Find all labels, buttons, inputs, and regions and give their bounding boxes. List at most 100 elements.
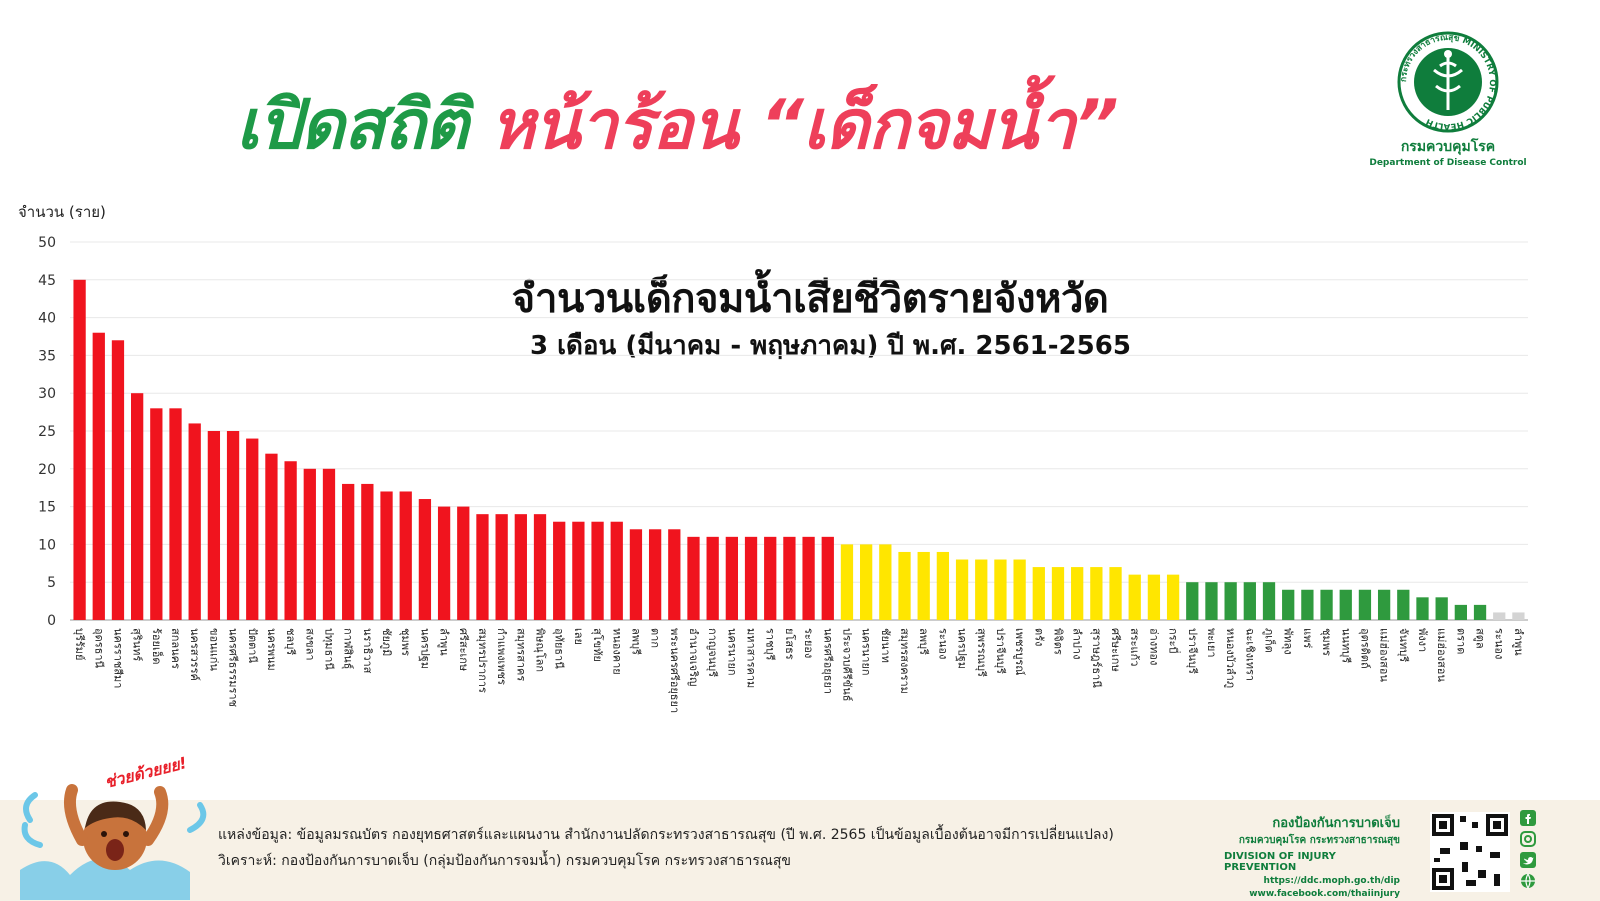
x-tick-label: ปราจีนบุรี: [1186, 628, 1199, 674]
x-tick-label: ตาก: [649, 628, 662, 648]
bar: [188, 423, 201, 620]
x-tick-label: สมุทรสงคราม: [898, 628, 911, 694]
bar: [840, 544, 854, 620]
x-tick-label: อำนาจเจริญ: [687, 628, 700, 686]
y-tick-label: 35: [38, 348, 56, 364]
bar: [629, 529, 643, 620]
instagram-icon[interactable]: [1520, 831, 1536, 847]
logo-name-en: Department of Disease Control: [1369, 158, 1527, 168]
x-tick-label: ตราด: [1454, 628, 1467, 654]
bar: [1301, 589, 1314, 620]
qr-code-icon[interactable]: [1430, 812, 1510, 892]
twitter-icon[interactable]: [1520, 852, 1536, 868]
x-tick-label: ลำพูน: [1512, 628, 1525, 656]
x-tick-label: พิษณุโลก: [534, 628, 548, 672]
division-dept-th: กรมควบคุมโรค กระทรวงสาธารณสุข: [1238, 835, 1400, 846]
x-tick-label: มหาสารคาม: [745, 628, 758, 688]
x-tick-label: แม่ฮ่องสอน: [1435, 628, 1448, 682]
help-badge: ช่วยด้วยยย!: [103, 753, 189, 792]
bar: [207, 431, 221, 620]
x-tick-label: อุทัยธานี: [553, 628, 566, 669]
division-name-en: DIVISION OF INJURY PREVENTION: [1224, 851, 1336, 873]
x-tick-label: เพชรบูรณ์: [1013, 628, 1026, 675]
footer: ช่วยด้วยยย! แหล่งข้อมูล: ข้อมูลมรณบัตร ก…: [0, 753, 1600, 901]
bar: [783, 536, 796, 620]
x-tick-label: ปราจีนบุรี: [994, 628, 1007, 674]
x-tick-label: หนองบัวลำภู: [1224, 628, 1237, 688]
ministry-seal-icon: กระทรวงสาธารณสุข MINISTRY OF PUBLIC HEAL…: [1397, 31, 1499, 133]
globe-icon[interactable]: [1520, 873, 1536, 889]
x-tick-label: ศรีษะเกษ: [1109, 628, 1122, 672]
bar: [246, 438, 259, 620]
x-tick-label: กระบี่: [1167, 628, 1182, 653]
bar: [1435, 597, 1448, 620]
y-tick-label: 5: [47, 575, 56, 591]
bar: [648, 529, 662, 620]
x-tick-label: ลำปาง: [1071, 628, 1084, 659]
bar: [514, 514, 527, 620]
ministry-logo: กระทรวงสาธารณสุข MINISTRY OF PUBLIC HEAL…: [1368, 30, 1528, 180]
x-tick-label: แพร่: [1301, 628, 1314, 648]
x-tick-label: ตรัง: [1032, 628, 1045, 646]
bar: [725, 536, 738, 620]
x-tick-label: นครราชสีมา: [111, 628, 124, 688]
x-tick-label: แม่ฮ่องสอน: [1378, 628, 1391, 682]
division-facebook[interactable]: www.facebook.com/thaiinjury: [1249, 889, 1400, 899]
x-tick-label: นราธิวาส: [361, 628, 374, 674]
x-tick-label: สมุทรปราการ: [476, 628, 489, 693]
x-tick-label: นครปฐม: [418, 628, 431, 669]
x-tick-label: สุโขทัย: [591, 628, 605, 662]
x-tick-label: กาฬสินธุ์: [342, 628, 355, 669]
x-tick-label: ระยอง: [802, 628, 815, 658]
x-tick-label: พังงา: [1416, 628, 1429, 652]
bar: [1282, 589, 1295, 620]
bar: [322, 468, 336, 620]
bar: [821, 536, 834, 620]
division-name-th: กองป้องกันการบาดเจ็บ: [1272, 816, 1400, 831]
chart-subtitle: 3 เดือน (มีนาคม - พฤษภาคม) ปี พ.ศ. 2561-…: [530, 331, 1131, 361]
x-tick-label: นครพนม: [265, 628, 278, 671]
bar: [533, 514, 547, 620]
bar: [610, 521, 623, 620]
bar: [860, 544, 873, 620]
x-tick-label: เลย: [572, 628, 585, 645]
x-tick-label: นครสวรรค์: [188, 628, 201, 681]
x-tick-label: ลพบุรี: [917, 628, 930, 655]
bar: [879, 544, 892, 620]
x-tick-label: นนทบุรี: [1339, 628, 1352, 663]
x-tick-label: นครปฐม: [956, 628, 969, 669]
x-tick-label: สงขลา: [303, 628, 316, 661]
x-tick-label: ระนอง: [936, 628, 949, 659]
y-tick-label: 25: [38, 424, 56, 440]
division-info: กองป้องกันการบาดเจ็บ กรมควบคุมโรค กระทรว…: [1190, 812, 1400, 899]
bar: [303, 468, 316, 620]
analysis-note: วิเคราะห์: กองป้องกันการบาดเจ็บ (กลุ่มป้…: [218, 853, 791, 869]
x-tick-label: อุดรธานี: [92, 628, 105, 669]
x-tick-label: ราชบุรี: [764, 628, 777, 661]
chart-title: จำนวนเด็กจมน้ำเสียชีวิตรายจังหวัด: [511, 276, 1109, 322]
x-tick-label: พิจิตร: [1051, 628, 1064, 655]
x-tick-label: นครศรีอยุธยา: [821, 628, 834, 694]
bar: [917, 551, 930, 620]
x-tick-label: นครนายก: [860, 628, 873, 676]
bar: [764, 536, 777, 620]
bar: [668, 529, 681, 620]
bar: [744, 536, 758, 620]
bar: [1473, 604, 1487, 620]
x-tick-label: ชัยนาท: [879, 628, 892, 663]
bar: [1397, 589, 1410, 620]
bar: [495, 514, 508, 620]
x-tick-label: ลพบุรี: [629, 628, 642, 655]
x-tick-label: ชุมพร: [1320, 628, 1333, 656]
bar: [1147, 574, 1161, 620]
x-tick-label: ปัตตานี: [246, 628, 259, 663]
bar: [92, 332, 105, 620]
x-tick-label: นครศรีธรรมราช: [227, 628, 240, 707]
y-tick-label: 15: [38, 500, 56, 516]
bar: [73, 279, 86, 620]
bar: [399, 491, 412, 620]
division-website[interactable]: https://ddc.moph.go.th/dip: [1263, 876, 1400, 886]
x-tick-label: ประจวบคีรีขันธ์: [840, 628, 853, 701]
x-tick-label: นครนายก: [725, 628, 738, 676]
facebook-icon[interactable]: [1520, 810, 1536, 826]
